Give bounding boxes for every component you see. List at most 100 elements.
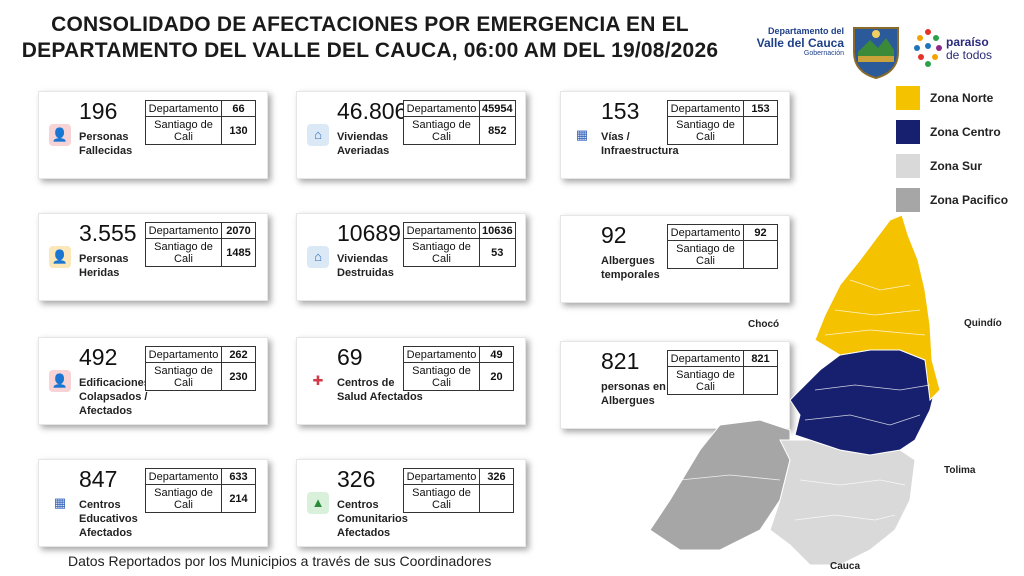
cali-label: Santiago de Cali <box>403 362 480 391</box>
dep-value: 49 <box>479 346 514 363</box>
dep-value: 633 <box>221 468 256 485</box>
cali-label: Santiago de Cali <box>145 362 222 391</box>
paraiso-line-2: de todos <box>946 48 993 62</box>
stat-label: personas en Albergues <box>601 381 666 407</box>
person-icon: 👤 <box>49 124 71 146</box>
cali-label: Santiago de Cali <box>145 116 222 145</box>
legend-swatch <box>896 86 920 110</box>
stat-label: Personas Fallecidas <box>79 131 133 157</box>
cali-label: Santiago de Cali <box>667 366 744 395</box>
stat-number: 326 <box>337 466 376 492</box>
cali-label: Santiago de Cali <box>145 238 222 267</box>
stat-breakdown-table: Departamento 2070 Santiago de Cali 1485 <box>145 222 256 267</box>
destroyed-house-icon: ⌂ <box>307 246 329 268</box>
school-icon: ▦ <box>49 492 71 514</box>
stat-breakdown-table: Departamento 92 Santiago de Cali <box>667 224 778 269</box>
community-center-icon: ▲ <box>307 492 329 514</box>
paraiso-de-todos-logo: paraíso de todos <box>912 24 1022 80</box>
map-zona-norte <box>814 214 941 402</box>
dep-label: Departamento <box>403 100 480 117</box>
stat-label: Viviendas Averiadas <box>337 131 390 157</box>
valle-del-cauca-map <box>649 214 941 566</box>
legend-label: Zona Norte <box>930 91 994 105</box>
title-line-1: CONSOLIDADO DE AFECTACIONES POR EMERGENC… <box>51 13 689 36</box>
stat-number: 92 <box>601 222 627 248</box>
legend-swatch <box>896 154 920 178</box>
stat-label: Centros Comunitarios Afectados <box>337 499 408 539</box>
footer-note: Datos Reportados por los Municipios a tr… <box>68 553 492 569</box>
stat-card: 196 Personas Fallecidas 👤 Departamento 66 San… <box>38 91 268 179</box>
legend-swatch <box>896 188 920 212</box>
stat-label: Viviendas Destruidas <box>337 253 394 279</box>
stat-label: Edificaciones Colapsados / Afectados <box>79 377 150 417</box>
stat-number: 3.555 <box>79 220 137 246</box>
cali-value: 20 <box>479 362 514 391</box>
dep-value: 2070 <box>221 222 256 239</box>
dep-label: Departamento <box>145 222 222 239</box>
stat-card: 3.555 Personas Heridas 👤 Departamento 2070 Sa… <box>38 213 268 301</box>
map-label-cauca: Cauca <box>830 561 861 572</box>
stat-card: 46.806 Viviendas Averiadas ⌂ Departamento 45… <box>296 91 526 179</box>
dep-value: 10636 <box>479 222 516 239</box>
dep-label: Departamento <box>145 346 222 363</box>
dep-value: 326 <box>479 468 514 485</box>
paraiso-flower-icon <box>914 29 942 67</box>
cali-value: 230 <box>221 362 256 391</box>
stat-card: 821 personas en Albergues Departamento 821 S… <box>560 341 790 429</box>
legend-label: Zona Sur <box>930 159 983 173</box>
stat-breakdown-table: Departamento 49 Santiago de Cali 20 <box>403 346 514 391</box>
stat-card: 326 Centros Comunitarios Afectados ▲ Depart… <box>296 459 526 547</box>
legend-label: Zona Centro <box>930 125 1001 139</box>
gov-line-3: Gobernación <box>803 50 844 57</box>
stat-label: Personas Heridas <box>79 253 129 279</box>
stat-label: Centros Educativos Afectados <box>79 499 138 539</box>
map-label-tolima: Tolima <box>944 465 976 476</box>
cali-label: Santiago de Cali <box>145 484 222 513</box>
coat-of-arms-icon <box>853 27 899 80</box>
stat-breakdown-table: Departamento 326 Santiago de Cali <box>403 468 514 513</box>
health-center-icon: ✚ <box>307 370 329 392</box>
cali-label: Santiago de Cali <box>403 116 480 145</box>
stat-label: Vías / Infraestructura <box>601 131 679 157</box>
gov-line-1: Departamento del <box>767 26 844 36</box>
dep-value: 45954 <box>479 100 516 117</box>
dep-value: 153 <box>743 100 778 117</box>
injured-person-icon: 👤 <box>49 246 71 268</box>
map-label-choco: Chocó <box>748 319 780 330</box>
stat-number: 153 <box>601 98 640 124</box>
cali-value <box>743 240 778 269</box>
cali-value <box>743 366 778 395</box>
title-line-2: DEPARTAMENTO DEL VALLE DEL CAUCA, 06:00 … <box>21 39 719 62</box>
stat-number: 492 <box>79 344 118 370</box>
cali-label: Santiago de Cali <box>403 484 480 513</box>
legend-label: Zona Pacifico <box>930 193 1009 207</box>
cali-value: 130 <box>221 116 256 145</box>
legend-swatch <box>896 120 920 144</box>
stat-card: 92 Albergues temporales Departamento 92 Sant… <box>560 215 790 303</box>
dep-value: 92 <box>743 224 778 241</box>
paraiso-line-1: paraíso <box>946 35 989 49</box>
stat-breakdown-table: Departamento 633 Santiago de Cali 214 <box>145 468 256 513</box>
dep-label: Departamento <box>403 346 480 363</box>
stat-label: Albergues temporales <box>601 255 660 281</box>
cali-value: 1485 <box>221 238 256 267</box>
stat-card: 10689 Viviendas Destruidas ⌂ Departamento 10… <box>296 213 526 301</box>
stat-card: 153 Vías / Infraestructura ▦ Departamento 15… <box>560 91 790 179</box>
gov-line-2: Valle del Cauca <box>756 36 844 50</box>
map-zona-pacifico <box>649 419 791 551</box>
gobernacion-logo: Departamento del Valle del Cauca Goberna… <box>752 26 844 57</box>
stat-breakdown-table: Departamento 821 Santiago de Cali <box>667 350 778 395</box>
map-label-quindio: Quindío <box>964 318 1002 329</box>
dep-label: Departamento <box>403 468 480 485</box>
cali-value <box>743 116 778 145</box>
stat-breakdown-table: Departamento 10636 Santiago de Cali 53 <box>403 222 516 267</box>
building-icon: ▦ <box>571 124 593 146</box>
dep-label: Departamento <box>667 224 744 241</box>
dep-label: Departamento <box>667 100 744 117</box>
stat-card: 492 Edificaciones Colapsados / Afectados 👤… <box>38 337 268 425</box>
page-title: CONSOLIDADO DE AFECTACIONES POR EMERGENC… <box>20 12 720 64</box>
dep-label: Departamento <box>145 100 222 117</box>
dep-value: 262 <box>221 346 256 363</box>
dep-label: Departamento <box>145 468 222 485</box>
map-zona-centro <box>789 349 936 456</box>
